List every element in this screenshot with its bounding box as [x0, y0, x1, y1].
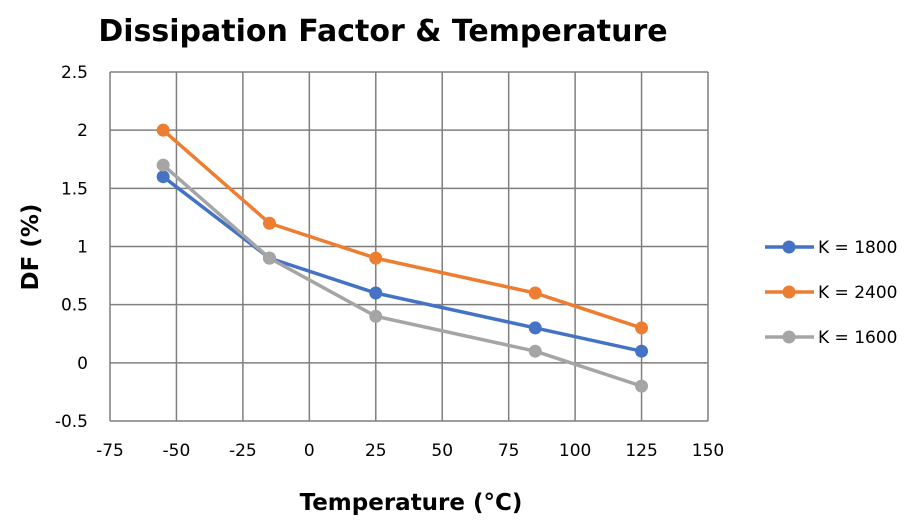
- data-point: [528, 286, 542, 300]
- legend-marker: [782, 240, 796, 254]
- x-tick-label: 75: [498, 441, 520, 461]
- legend: K = 1800 K = 2400 K = 1600: [765, 238, 897, 348]
- legend-item: K = 1800: [765, 238, 897, 258]
- x-tick-label: 100: [559, 441, 591, 461]
- y-tick-label: 2: [77, 121, 88, 141]
- data-point: [528, 344, 542, 358]
- y-axis-title: DF (%): [18, 204, 44, 291]
- x-tick-label: -75: [96, 441, 124, 461]
- series-1: [156, 170, 649, 358]
- data-point: [635, 344, 649, 358]
- legend-label: K = 1600: [818, 328, 897, 348]
- legend-label: K = 1800: [818, 238, 897, 258]
- chart-title: Dissipation Factor & Temperature: [98, 14, 667, 49]
- x-tick-label: 0: [304, 441, 315, 461]
- legend-marker: [782, 285, 796, 299]
- x-tick-label: -25: [229, 441, 257, 461]
- y-tick-label: 0.5: [61, 296, 88, 316]
- data-point: [635, 321, 649, 335]
- y-tick-label: 1.5: [61, 179, 88, 199]
- x-tick-label: 125: [625, 441, 657, 461]
- data-point: [156, 158, 170, 172]
- x-tick-label: 150: [692, 441, 724, 461]
- data-point: [369, 251, 383, 265]
- plot-grid: [109, 71, 709, 422]
- data-point: [156, 170, 170, 184]
- data-series: [156, 123, 649, 393]
- data-point: [369, 309, 383, 323]
- x-tick-label: 50: [431, 441, 453, 461]
- tick-labels: -75 -50 -25 0 25 50 75 100 125 150 -0.5 0 0.5 1 1.5 2 2.…: [55, 63, 724, 461]
- legend-item: K = 2400: [765, 283, 897, 303]
- series-line: [161, 163, 644, 388]
- data-point: [635, 379, 649, 393]
- data-point: [262, 251, 276, 265]
- x-tick-label: -50: [163, 441, 191, 461]
- x-axis-title: Temperature (°C): [300, 490, 523, 516]
- data-point: [156, 123, 170, 137]
- data-point: [528, 321, 542, 335]
- y-tick-label: 1: [77, 238, 88, 258]
- legend-label: K = 2400: [818, 283, 897, 303]
- series-2: [156, 123, 649, 335]
- series-3: [156, 158, 649, 393]
- y-tick-label: 0: [77, 354, 88, 374]
- legend-marker: [782, 330, 796, 344]
- data-point: [262, 216, 276, 230]
- data-point: [369, 286, 383, 300]
- y-tick-label: -0.5: [55, 412, 88, 432]
- legend-item: K = 1600: [765, 328, 897, 348]
- x-tick-label: 25: [365, 441, 387, 461]
- y-tick-label: 2.5: [61, 63, 88, 83]
